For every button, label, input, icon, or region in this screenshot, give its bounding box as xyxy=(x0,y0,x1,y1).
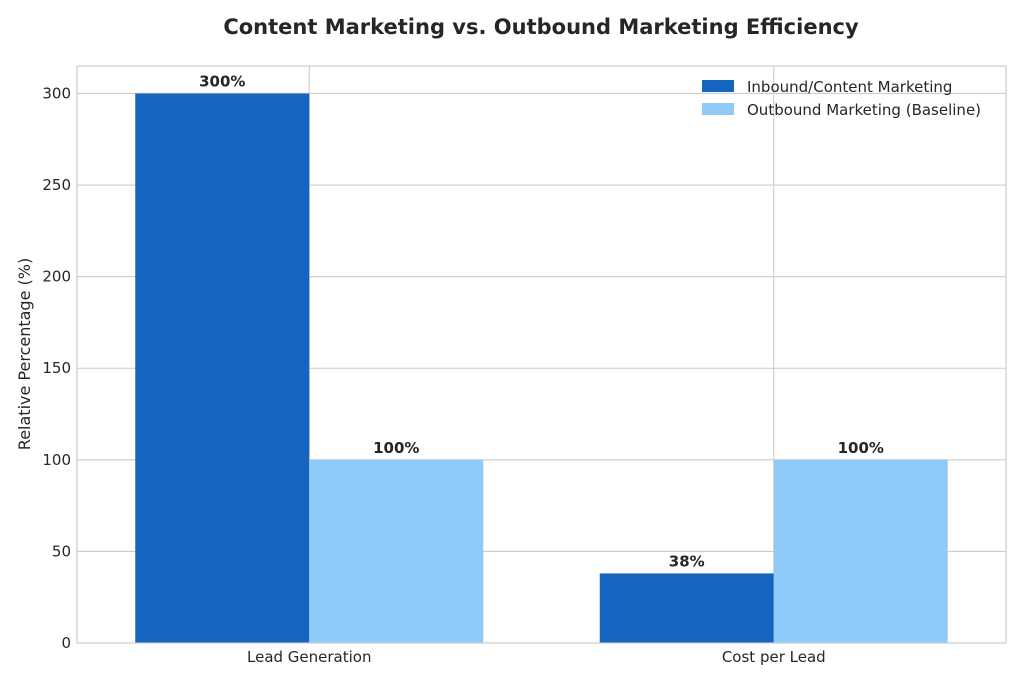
y-tick-label: 100 xyxy=(42,451,71,469)
y-axis-label: Relative Percentage (%) xyxy=(15,258,34,450)
y-tick-label: 50 xyxy=(52,542,71,560)
bars-layer xyxy=(135,93,948,643)
chart-title: Content Marketing vs. Outbound Marketing… xyxy=(223,15,859,39)
bar-value-label: 100% xyxy=(838,439,884,457)
legend-label: Outbound Marketing (Baseline) xyxy=(747,101,981,119)
x-tick-label: Cost per Lead xyxy=(722,648,826,666)
legend-swatch xyxy=(702,80,734,92)
plot-frame xyxy=(76,65,1007,644)
y-tick-label: 150 xyxy=(42,359,71,377)
y-tick-label: 300 xyxy=(42,84,71,102)
bar xyxy=(309,459,484,643)
bar-value-label: 100% xyxy=(373,439,419,457)
legend: Inbound/Content Marketing Outbound Market… xyxy=(702,78,981,119)
x-tick-label: Lead Generation xyxy=(247,648,371,666)
bar-value-label: 38% xyxy=(669,552,705,570)
bar-value-label: 300% xyxy=(199,72,245,90)
y-tick-label: 250 xyxy=(42,176,71,194)
y-tick-label: 200 xyxy=(42,268,71,286)
ticks-layer: 0 50 100 150 200 250 300 Lead Generation Cost pe… xyxy=(42,84,825,666)
bar xyxy=(599,573,774,643)
legend-swatch xyxy=(702,103,734,115)
labels-layer: 300% 38% 100% 100% xyxy=(199,72,884,570)
y-tick-label: 0 xyxy=(61,634,71,652)
bar xyxy=(135,93,310,643)
legend-label: Inbound/Content Marketing xyxy=(747,78,952,96)
bar xyxy=(773,459,948,643)
